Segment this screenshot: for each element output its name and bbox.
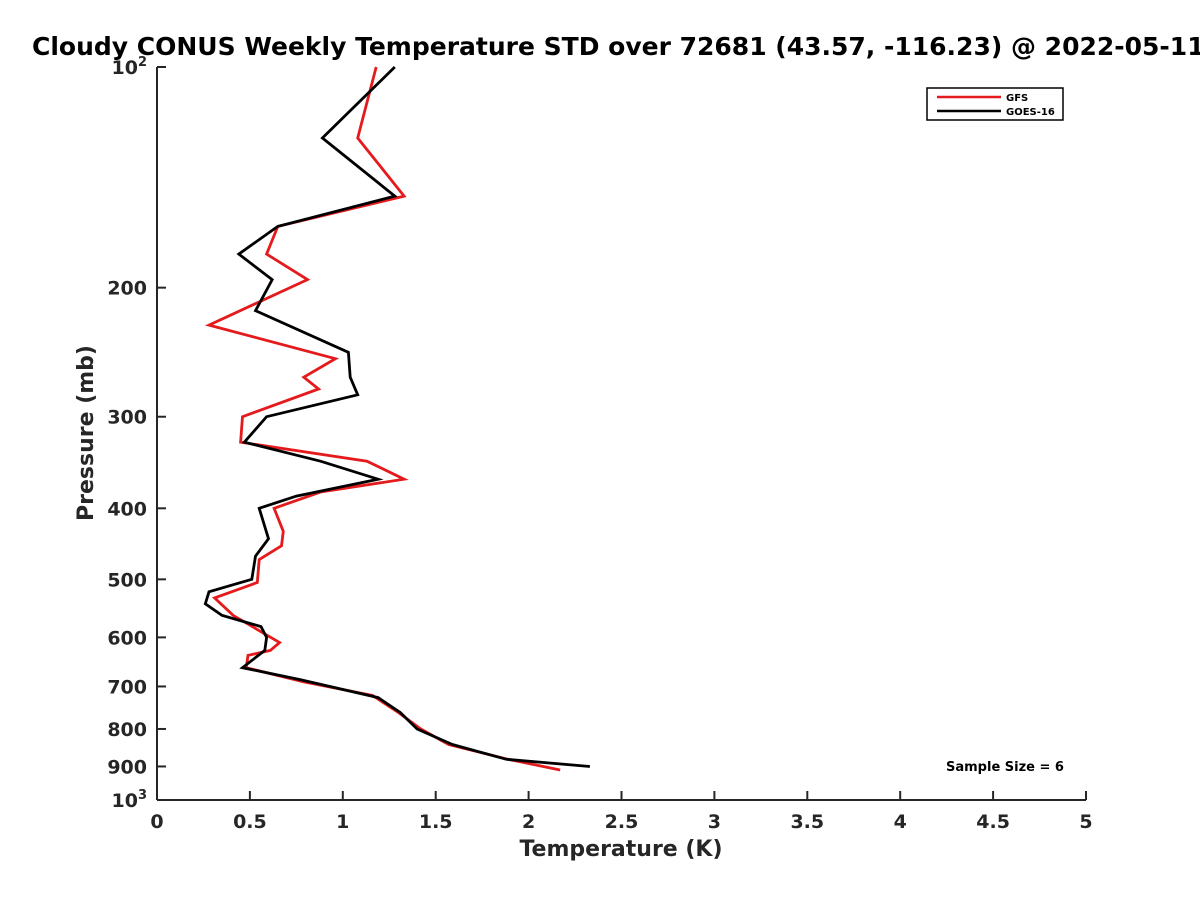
legend: GFS GOES-16 [926, 87, 1064, 121]
series-line-gfs [204, 66, 561, 772]
x-tick-label: 2 [522, 811, 535, 833]
y-tick-label: 700 [107, 676, 147, 698]
y-tick-label: 103 [112, 788, 148, 812]
x-tick-label: 1.5 [419, 811, 453, 833]
series-layer [203, 66, 591, 772]
x-axis-label: Temperature (K) [519, 837, 722, 862]
chart-title: Cloudy CONUS Weekly Temperature STD over… [32, 32, 1200, 61]
x-tick-label: 0 [150, 811, 163, 833]
legend-label-gfs: GFS [1006, 93, 1028, 104]
x-tick-label: 4.5 [976, 811, 1010, 833]
y-tick-label: 102 [112, 55, 148, 79]
x-tick-label: 1 [336, 811, 349, 833]
y-tick-label: 500 [107, 569, 147, 591]
y-axis-label: Pressure (mb) [74, 345, 99, 521]
y-tick-label: 400 [107, 498, 147, 520]
y-tick-label: 900 [107, 756, 147, 778]
x-tick-label: 3.5 [790, 811, 824, 833]
x-tick-label: 3 [708, 811, 721, 833]
y-tick-label: 300 [107, 407, 147, 429]
y-axis-ticks: 200 300 400 500 600 700 800 900 102 103 [107, 55, 166, 812]
x-tick-label: 5 [1079, 811, 1092, 833]
y-tick-label: 800 [107, 719, 147, 741]
x-tick-label: 4 [894, 811, 907, 833]
sample-size-annotation: Sample Size = 6 [946, 760, 1064, 775]
y-tick-label: 600 [107, 627, 147, 649]
y-tick-label: 200 [107, 278, 147, 300]
series-line-goes16 [203, 66, 591, 768]
x-tick-label: 2.5 [605, 811, 639, 833]
x-axis-ticks: 0 0.5 1 1.5 2 2.5 3 3.5 4 4.5 5 [150, 791, 1093, 833]
legend-label-goes16: GOES-16 [1006, 107, 1055, 118]
x-tick-label: 0.5 [233, 811, 267, 833]
legend-box [926, 87, 1064, 121]
